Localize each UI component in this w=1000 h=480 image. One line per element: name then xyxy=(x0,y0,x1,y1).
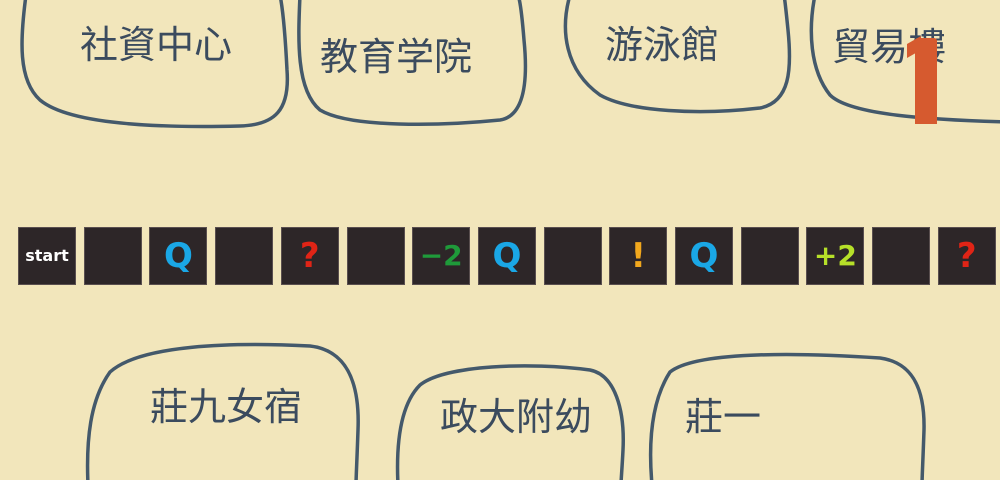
building-social-center[interactable]: 社資中心 xyxy=(20,0,290,129)
board-tile[interactable] xyxy=(346,227,405,285)
tile-label: start xyxy=(25,246,69,265)
board-tile[interactable] xyxy=(83,227,142,285)
tile-label: ? xyxy=(299,236,320,276)
board-tile[interactable]: ? xyxy=(937,227,996,285)
building-swimming-pool[interactable]: 游泳館 xyxy=(563,0,792,114)
building-kindergarten[interactable]: 政大附幼 xyxy=(395,364,625,480)
building-label: 莊一 xyxy=(685,395,761,439)
board-tile[interactable]: Q xyxy=(675,227,733,285)
building-trade-hall[interactable]: 貿易樓 xyxy=(809,0,1000,124)
tile-label: Q xyxy=(163,236,193,276)
board-tile[interactable] xyxy=(872,227,931,285)
board-tile[interactable] xyxy=(215,227,274,285)
board-tile[interactable] xyxy=(543,227,602,285)
board-tile[interactable]: ! xyxy=(609,227,668,285)
board-tile[interactable]: Q xyxy=(149,227,208,285)
tile-label: ! xyxy=(630,236,647,276)
board-tile[interactable]: −2 xyxy=(412,227,471,285)
board-tile[interactable]: Q xyxy=(477,227,536,285)
building-education-college[interactable]: 教育学院 xyxy=(297,0,528,127)
tile-label: Q xyxy=(492,236,522,276)
building-dorm-nine[interactable]: 莊九女宿 xyxy=(85,342,360,480)
building-label: 政大附幼 xyxy=(440,395,592,439)
building-dorm-one[interactable]: 莊一 xyxy=(648,352,926,480)
building-label: 社資中心 xyxy=(80,23,232,67)
board-tile[interactable]: +2 xyxy=(806,227,865,285)
tile-label: −2 xyxy=(419,239,463,272)
building-label: 游泳館 xyxy=(605,23,719,67)
board-tile[interactable] xyxy=(740,227,799,285)
tile-label: ? xyxy=(956,236,977,276)
start-tile[interactable]: start xyxy=(18,227,76,285)
building-label: 教育学院 xyxy=(320,35,472,79)
building-label: 莊九女宿 xyxy=(150,385,302,429)
tile-label: Q xyxy=(689,236,719,276)
game-board: start Q? −2 Q! Q +2? xyxy=(18,227,1000,285)
board-tile[interactable]: ? xyxy=(280,227,339,285)
player-token[interactable] xyxy=(915,38,937,124)
tile-label: +2 xyxy=(813,239,857,272)
